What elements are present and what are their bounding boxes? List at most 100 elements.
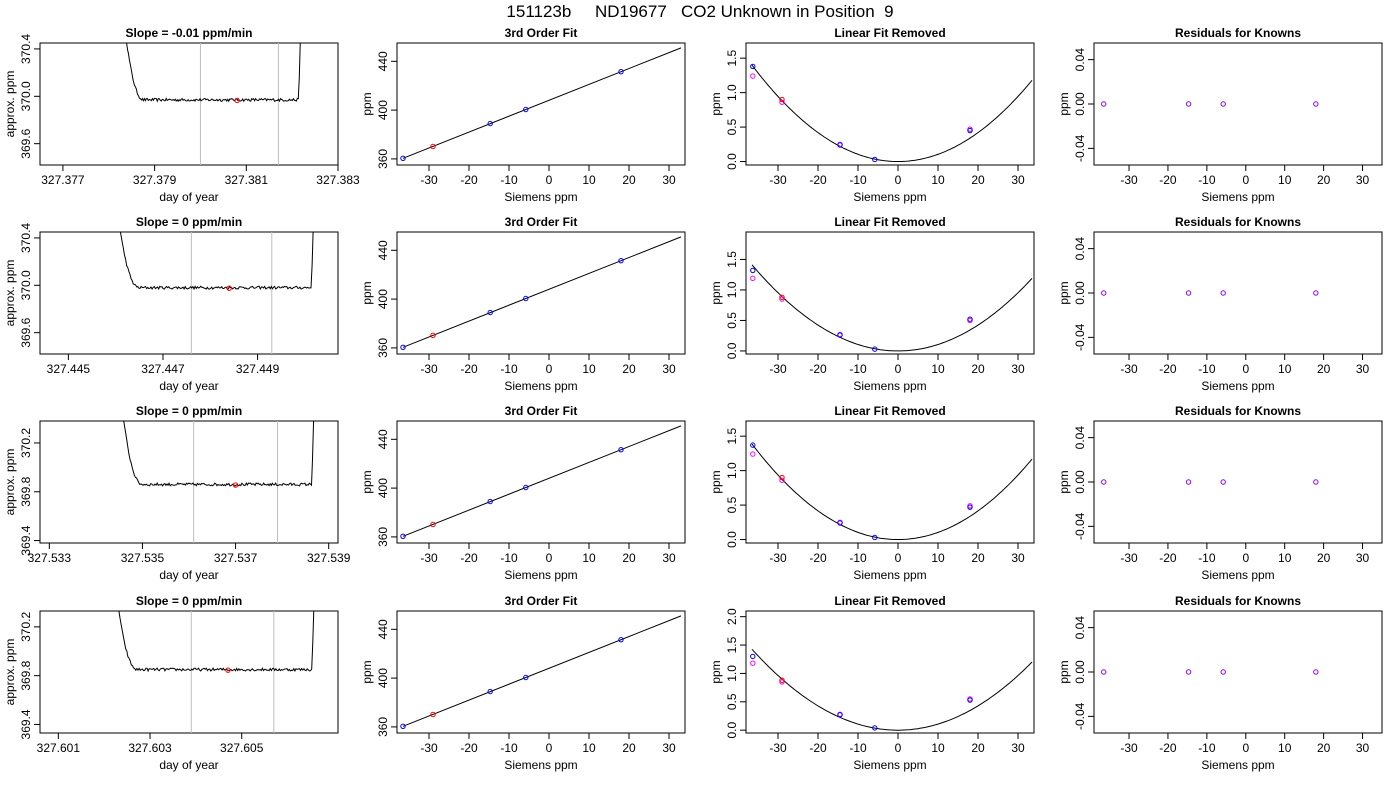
plot-area bbox=[118, 611, 315, 733]
x-tick-label: 0 bbox=[546, 173, 553, 187]
y-tick-label: -0.04 bbox=[1073, 134, 1087, 162]
y-tick-label: 1.0 bbox=[725, 281, 739, 298]
x-tick-label: -20 bbox=[1159, 551, 1177, 565]
x-tick-label: 0 bbox=[546, 551, 553, 565]
x-tick-label: -20 bbox=[1159, 173, 1177, 187]
y-tick-label: 1.0 bbox=[725, 462, 739, 479]
y-tick-label: 0.00 bbox=[1073, 660, 1087, 684]
panel-p32: Linear Fit Removed -30 -20 -10 0 10 20 30 0.0 0.5… bbox=[709, 594, 1035, 772]
plot-frame bbox=[396, 610, 686, 734]
known-point bbox=[523, 295, 529, 302]
known-point bbox=[618, 636, 624, 643]
plot-frame bbox=[745, 231, 1035, 355]
y-tick-label: 440 bbox=[376, 51, 390, 71]
known-point bbox=[872, 346, 878, 352]
x-axis-label: day of year bbox=[159, 758, 218, 772]
known-point bbox=[872, 534, 878, 541]
y-axis-label: approx. ppm bbox=[3, 71, 17, 138]
x-tick-label: 0 bbox=[895, 551, 902, 565]
fit-line bbox=[402, 425, 682, 537]
fit-curve bbox=[751, 64, 1033, 162]
unknown-point bbox=[234, 97, 240, 104]
x-tick-label: 10 bbox=[582, 362, 596, 376]
x-tick-label: 327.449 bbox=[236, 362, 280, 376]
y-tick-label: -0.04 bbox=[1073, 512, 1087, 540]
x-tick-label: -30 bbox=[769, 741, 787, 755]
concentration-trace bbox=[118, 611, 315, 673]
residual-point bbox=[1101, 479, 1107, 485]
x-tick-label: -20 bbox=[1159, 362, 1177, 376]
y-tick-label: 1.5 bbox=[725, 636, 739, 653]
y-tick-label: 440 bbox=[376, 619, 390, 639]
panel-title: 3rd Order Fit bbox=[505, 404, 578, 418]
y-tick-label: 0.5 bbox=[725, 496, 739, 513]
panel-p02: Linear Fit Removed -30 -20 -10 0 10 20 30 0.0 0.5… bbox=[709, 26, 1035, 204]
residual-point bbox=[1313, 101, 1319, 107]
y-axis-label: ppm bbox=[360, 660, 374, 683]
y-axis-label: ppm bbox=[1057, 281, 1071, 304]
unknown-point bbox=[779, 294, 785, 300]
x-axis-label: Siemens ppm bbox=[1201, 758, 1274, 772]
x-tick-label: 0 bbox=[1242, 173, 1249, 187]
y-axis-label: ppm bbox=[1057, 92, 1071, 115]
residual-point bbox=[1101, 101, 1107, 107]
known-point bbox=[400, 533, 406, 539]
x-tick-label: -30 bbox=[420, 551, 438, 565]
fit-curve bbox=[751, 264, 1033, 352]
x-tick-label: 327.379 bbox=[133, 173, 177, 187]
x-axis-label: Siemens ppm bbox=[1201, 190, 1274, 204]
x-tick-label: 327.445 bbox=[47, 362, 91, 376]
x-tick-label: -30 bbox=[420, 741, 438, 755]
panel-title: Linear Fit Removed bbox=[834, 26, 945, 40]
known-point bbox=[400, 723, 406, 729]
panel-p10: Slope = 0 ppm/min 327.445 327.447 327.449 36… bbox=[3, 215, 339, 393]
x-tick-label: 10 bbox=[582, 741, 596, 755]
y-tick-label: -0.04 bbox=[1073, 323, 1087, 351]
plot-frame bbox=[1093, 231, 1383, 355]
y-tick-label: 360 bbox=[376, 527, 390, 547]
y-tick-label: 370.0 bbox=[19, 81, 33, 111]
unknown-point bbox=[779, 474, 785, 481]
y-tick-label: 2.0 bbox=[725, 608, 739, 625]
y-tick-label: 0.0 bbox=[725, 531, 739, 548]
x-tick-label: -30 bbox=[1120, 173, 1138, 187]
y-axis-label: ppm bbox=[709, 470, 723, 493]
x-tick-label: -10 bbox=[500, 173, 518, 187]
y-tick-label: 1.5 bbox=[725, 251, 739, 268]
x-tick-label: 327.535 bbox=[121, 551, 165, 565]
x-tick-label: 10 bbox=[582, 173, 596, 187]
panel-p30: Slope = 0 ppm/min 327.601 327.603 327.605 36… bbox=[3, 594, 339, 772]
known-point bbox=[967, 316, 973, 322]
panel-title: Linear Fit Removed bbox=[834, 215, 945, 229]
x-axis-label: Siemens ppm bbox=[1201, 568, 1274, 582]
x-tick-label: -10 bbox=[500, 551, 518, 565]
x-tick-label: 30 bbox=[1356, 173, 1370, 187]
panel-title: Linear Fit Removed bbox=[834, 404, 945, 418]
x-tick-label: -30 bbox=[1120, 741, 1138, 755]
x-tick-label: 30 bbox=[1011, 173, 1025, 187]
x-tick-label: -20 bbox=[460, 551, 478, 565]
plot-area bbox=[123, 421, 315, 543]
known-point bbox=[750, 442, 756, 448]
x-tick-label: 327.383 bbox=[316, 173, 360, 187]
y-axis-label: ppm bbox=[1057, 660, 1071, 683]
x-tick-label: -20 bbox=[809, 362, 827, 376]
unknown-point bbox=[779, 677, 785, 683]
y-tick-label: 370.4 bbox=[19, 223, 33, 253]
x-tick-label: -20 bbox=[460, 173, 478, 187]
panel-title: Linear Fit Removed bbox=[834, 594, 945, 608]
x-tick-label: 327.447 bbox=[141, 362, 185, 376]
x-tick-label: -20 bbox=[809, 173, 827, 187]
y-tick-label: 369.8 bbox=[19, 476, 33, 506]
y-tick-label: 0.04 bbox=[1073, 426, 1087, 450]
x-axis-label: Siemens ppm bbox=[504, 379, 577, 393]
x-tick-label: -10 bbox=[500, 741, 518, 755]
panel-p20: Slope = 0 ppm/min 327.533 327.535 327.537 32… bbox=[3, 404, 351, 582]
y-tick-label: 0.04 bbox=[1073, 616, 1087, 640]
x-tick-label: 30 bbox=[662, 551, 676, 565]
y-tick-label: 0.5 bbox=[725, 312, 739, 329]
plot-frame bbox=[396, 231, 686, 355]
x-tick-label: 10 bbox=[582, 551, 596, 565]
residual-point bbox=[1313, 479, 1319, 485]
